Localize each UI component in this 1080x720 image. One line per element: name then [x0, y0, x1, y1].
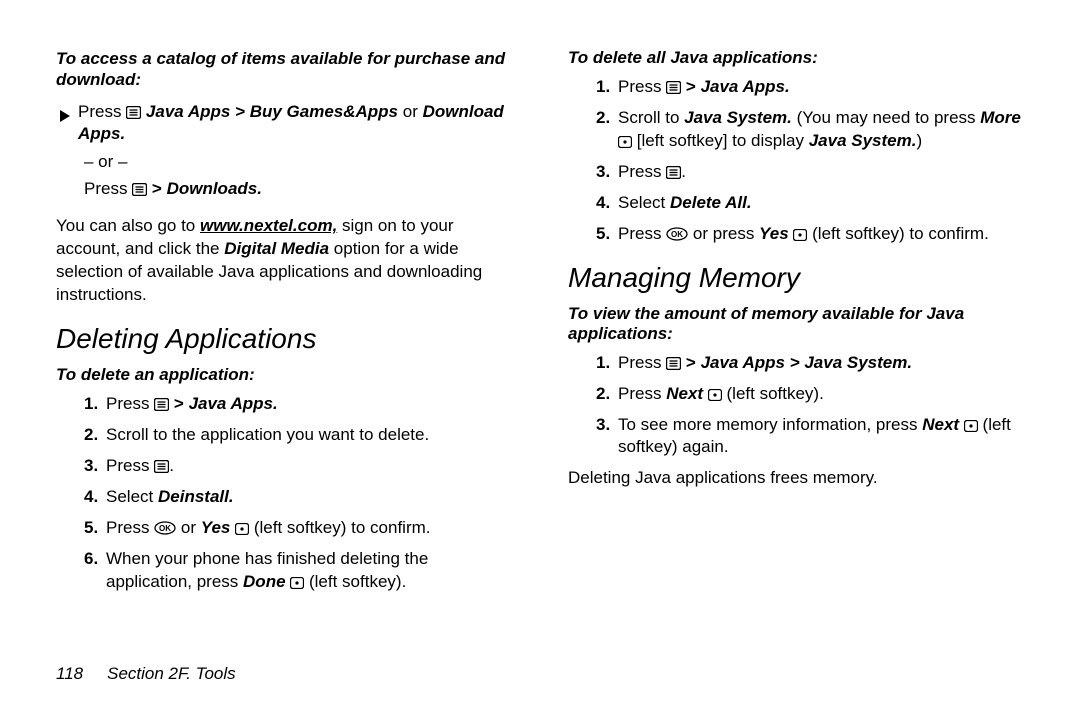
- list-item: 3.To see more memory information, press …: [596, 414, 1024, 460]
- nav-path: Downloads.: [167, 179, 262, 198]
- sub-heading: To view the amount of memory available f…: [568, 304, 1024, 344]
- text: Scroll to: [618, 108, 684, 127]
- list-item: 1.Press > Java Apps.: [596, 76, 1024, 99]
- steps-list: 1.Press > Java Apps. 2.Scroll to Java Sy…: [568, 76, 1024, 246]
- text: [left softkey] to display: [632, 131, 809, 150]
- sub-heading: To delete an application:: [56, 365, 512, 385]
- text: .: [169, 456, 174, 475]
- emph: Delete All.: [670, 193, 752, 212]
- text: or: [398, 102, 423, 121]
- emph: Java Apps > Java System.: [701, 353, 913, 372]
- list-item: 3.Press .: [596, 161, 1024, 184]
- menu-icon: [666, 77, 681, 96]
- emph: Java Apps.: [189, 394, 278, 413]
- section-heading-memory: Managing Memory: [568, 262, 1024, 294]
- nav-path: Java Apps > Buy Games&Apps: [141, 102, 398, 121]
- text: (You may need to press: [792, 108, 980, 127]
- dot-icon: [618, 131, 632, 150]
- emph: Done: [243, 572, 286, 591]
- emph: Java System.: [684, 108, 792, 127]
- right-column: To delete all Java applications: 1.Press…: [568, 48, 1024, 602]
- text: Press: [618, 77, 666, 96]
- url-text: www.nextel.com,: [200, 216, 337, 235]
- paragraph: You can also go to www.nextel.com, sign …: [56, 215, 512, 307]
- text: Scroll to the application you want to de…: [106, 424, 512, 447]
- page-footer: 118 Section 2F. Tools: [56, 664, 236, 684]
- bullet-item-alt: Press > Downloads.: [56, 178, 512, 201]
- dot-icon: [235, 518, 249, 537]
- list-item: 1.Press > Java Apps.: [84, 393, 512, 416]
- page-body: To access a catalog of items available f…: [0, 0, 1080, 602]
- text: or press: [688, 224, 759, 243]
- left-column: To access a catalog of items available f…: [56, 48, 512, 602]
- menu-icon: [666, 162, 681, 181]
- paragraph: Deleting Java applications frees memory.: [568, 467, 1024, 490]
- or-separator: – or –: [56, 152, 512, 172]
- list-item: 5.Press or Yes (left softkey) to confirm…: [84, 517, 512, 540]
- sub-heading: To delete all Java applications:: [568, 48, 1024, 68]
- emph: Java System.: [809, 131, 917, 150]
- menu-icon: [666, 353, 681, 372]
- gt: >: [147, 179, 166, 198]
- emph: Yes: [201, 518, 231, 537]
- text: (left softkey).: [722, 384, 824, 403]
- text: Press: [618, 162, 666, 181]
- dot-icon: [964, 415, 978, 434]
- text: (left softkey) to confirm.: [249, 518, 430, 537]
- list-item: 5.Press or press Yes (left softkey) to c…: [596, 223, 1024, 246]
- text: Press: [618, 224, 666, 243]
- emph: Next: [666, 384, 703, 403]
- list-item: 2.Press Next (left softkey).: [596, 383, 1024, 406]
- emph: Next: [922, 415, 959, 434]
- section-heading-deleting: Deleting Applications: [56, 323, 512, 355]
- list-item: 4.Select Delete All.: [596, 192, 1024, 215]
- emph: Yes: [759, 224, 789, 243]
- text: (left softkey) to confirm.: [807, 224, 988, 243]
- emph: Digital Media: [224, 239, 329, 258]
- menu-icon: [132, 179, 147, 198]
- menu-icon: [154, 456, 169, 475]
- text: Select: [618, 193, 670, 212]
- list-item: 2.Scroll to the application you want to …: [84, 424, 512, 447]
- gt: >: [681, 77, 700, 96]
- text: Press: [106, 394, 154, 413]
- text: Press: [618, 384, 666, 403]
- gt: >: [169, 394, 188, 413]
- text: Press: [106, 456, 154, 475]
- text: Select: [106, 487, 158, 506]
- triangle-icon: [60, 105, 70, 125]
- ok-icon: [666, 224, 688, 243]
- text: or: [176, 518, 201, 537]
- list-item: 2.Scroll to Java System. (You may need t…: [596, 107, 1024, 153]
- text: Press: [84, 179, 132, 198]
- list-item: 1.Press > Java Apps > Java System.: [596, 352, 1024, 375]
- steps-list: 1.Press > Java Apps. 2.Scroll to the app…: [56, 393, 512, 594]
- text: .: [681, 162, 686, 181]
- text: Press: [618, 353, 666, 372]
- section-label: Section 2F. Tools: [107, 664, 236, 683]
- bullet-item: Press Java Apps > Buy Games&Apps or Down…: [56, 101, 512, 147]
- text: (left softkey).: [304, 572, 406, 591]
- text: You can also go to: [56, 216, 200, 235]
- text: Press: [106, 518, 154, 537]
- gt: >: [681, 353, 700, 372]
- text: To see more memory information, press: [618, 415, 922, 434]
- menu-icon: [154, 394, 169, 413]
- dot-icon: [290, 572, 304, 591]
- dot-icon: [793, 224, 807, 243]
- text: ): [916, 131, 922, 150]
- ok-icon: [154, 518, 176, 537]
- emph: Java Apps.: [701, 77, 790, 96]
- list-item: 6.When your phone has finished deleting …: [84, 548, 512, 594]
- steps-list: 1.Press > Java Apps > Java System. 2.Pre…: [568, 352, 1024, 460]
- intro-text: To access a catalog of items available f…: [56, 48, 512, 91]
- emph: More: [980, 108, 1021, 127]
- page-number: 118: [56, 664, 83, 683]
- list-item: 3.Press .: [84, 455, 512, 478]
- text: Press: [78, 102, 126, 121]
- emph: Deinstall.: [158, 487, 234, 506]
- dot-icon: [708, 384, 722, 403]
- list-item: 4.Select Deinstall.: [84, 486, 512, 509]
- menu-icon: [126, 102, 141, 121]
